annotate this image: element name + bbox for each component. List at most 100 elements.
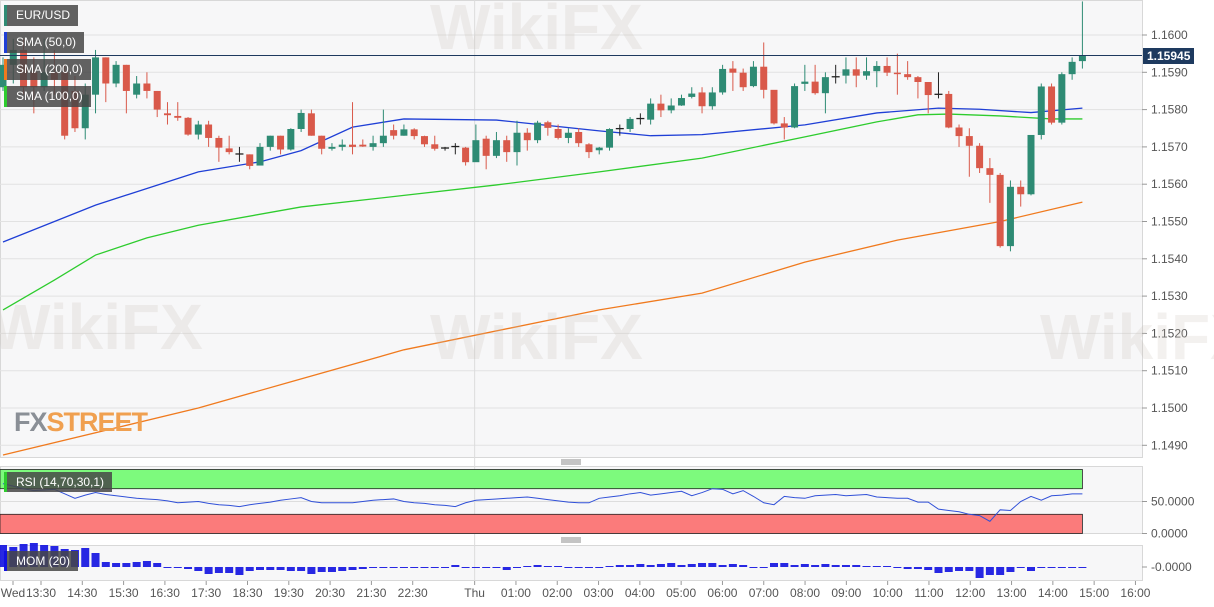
mom-bar bbox=[965, 567, 974, 571]
candle-body bbox=[287, 128, 295, 150]
mom-bar bbox=[677, 565, 686, 567]
rsi-panel bbox=[0, 469, 1142, 534]
time-tick-label: 09:00 bbox=[831, 586, 861, 600]
candle-body bbox=[626, 118, 634, 129]
mom-bar bbox=[369, 567, 378, 568]
mom-plot-area bbox=[0, 545, 1143, 581]
mom-bar bbox=[728, 564, 737, 567]
candle-body bbox=[472, 140, 480, 163]
legend-rsi[interactable]: RSI (14,70,30,1) bbox=[4, 472, 113, 492]
time-tick-label: 15:30 bbox=[109, 586, 139, 600]
mom-bar bbox=[831, 565, 840, 567]
legend-sma50[interactable]: SMA (50,0) bbox=[4, 32, 85, 53]
mom-bar bbox=[955, 567, 964, 571]
time-tick-label: 06:00 bbox=[707, 586, 737, 600]
mom-bar bbox=[1037, 567, 1046, 568]
candle-body bbox=[143, 83, 151, 91]
mom-bar bbox=[698, 563, 707, 567]
mom-bar bbox=[883, 566, 892, 567]
mom-bar bbox=[1047, 567, 1056, 568]
mom-bar bbox=[975, 567, 984, 578]
mom-bar bbox=[718, 565, 727, 567]
mom-bar bbox=[142, 561, 151, 567]
time-tick-label: 12:00 bbox=[955, 586, 985, 600]
mom-bar bbox=[441, 567, 450, 568]
candle-body bbox=[986, 168, 994, 175]
candle-body bbox=[945, 93, 953, 128]
mom-bar bbox=[1068, 567, 1077, 568]
legend-symbol[interactable]: EUR/USD bbox=[4, 5, 79, 26]
legend-sma50-label: SMA (50,0) bbox=[16, 35, 77, 49]
candle-body bbox=[277, 135, 285, 150]
price-tick-label: 1.1570 bbox=[1151, 140, 1188, 154]
mom-bar bbox=[646, 565, 655, 567]
candle-body bbox=[256, 146, 264, 166]
candle-body bbox=[564, 132, 572, 138]
mom-bar bbox=[225, 567, 234, 573]
time-tick-label: 18:30 bbox=[232, 586, 262, 600]
time-tick-label: 03:00 bbox=[584, 586, 614, 600]
price-tick-label: 1.1550 bbox=[1151, 215, 1188, 229]
rsi-line bbox=[2, 483, 1083, 522]
mom-bar bbox=[235, 567, 244, 575]
rsi-tick-label: 50.0000 bbox=[1151, 495, 1195, 509]
candle-body bbox=[1078, 55, 1086, 62]
candle-body bbox=[955, 127, 963, 137]
time-tick-label: 01:00 bbox=[501, 586, 531, 600]
mom-bar bbox=[626, 565, 635, 567]
mom-bar bbox=[492, 567, 501, 568]
candle-body bbox=[1048, 86, 1056, 123]
mom-bar bbox=[564, 567, 573, 568]
candle-body bbox=[503, 140, 511, 153]
mom-bar bbox=[595, 567, 604, 568]
mom-bar bbox=[358, 567, 367, 569]
candle-body bbox=[215, 137, 223, 148]
candle-body bbox=[9, 49, 17, 65]
mom-bar bbox=[286, 567, 295, 571]
mom-bar bbox=[399, 567, 408, 568]
mom-bar bbox=[893, 567, 902, 568]
legend-sma100-label: SMA (100,0) bbox=[16, 89, 83, 103]
candle-body bbox=[729, 68, 737, 73]
candle-body bbox=[780, 123, 788, 128]
candle-body bbox=[153, 90, 161, 110]
candle-body bbox=[924, 81, 932, 96]
mom-bar bbox=[482, 567, 491, 568]
candle-body bbox=[873, 65, 881, 72]
time-tick-label: 22:30 bbox=[398, 586, 428, 600]
candle-body bbox=[606, 128, 614, 148]
sma-line-200-0 bbox=[2, 201, 1083, 456]
mom-bar bbox=[841, 565, 850, 567]
legend-symbol-label: EUR/USD bbox=[16, 8, 71, 22]
candle-body bbox=[842, 69, 850, 76]
mom-bar bbox=[307, 567, 316, 574]
mom-bar bbox=[204, 567, 213, 574]
candle-body bbox=[369, 143, 377, 147]
candle-body bbox=[1017, 186, 1025, 195]
candle-body bbox=[677, 98, 685, 106]
candle-body bbox=[194, 124, 202, 135]
mom-bar bbox=[1078, 567, 1087, 568]
rsi-overbought-zone bbox=[0, 469, 1083, 490]
candle-body bbox=[544, 122, 552, 128]
price-tick-label: 1.1530 bbox=[1151, 289, 1188, 303]
candle-body bbox=[852, 69, 860, 76]
candle-body bbox=[513, 132, 521, 153]
main-plot-area bbox=[0, 0, 1143, 458]
legend-sma200[interactable]: SMA (200,0) bbox=[4, 59, 91, 80]
mom-bar bbox=[780, 563, 789, 567]
candle-body bbox=[883, 65, 891, 73]
candle-body bbox=[667, 105, 675, 111]
mom-bar bbox=[173, 567, 182, 568]
candle-body bbox=[400, 129, 408, 136]
mom-bar bbox=[513, 567, 521, 568]
legend-sma100[interactable]: SMA (100,0) bbox=[4, 86, 91, 107]
legend-mom[interactable]: MOM (20) bbox=[4, 551, 78, 571]
time-tick-label: 13:00 bbox=[997, 586, 1027, 600]
legend-rsi-label: RSI (14,70,30,1) bbox=[16, 475, 105, 489]
candle-body bbox=[482, 138, 490, 156]
time-tick-label: 13:30 bbox=[26, 586, 56, 600]
candle-body bbox=[297, 112, 305, 129]
mom-bar bbox=[667, 563, 676, 567]
